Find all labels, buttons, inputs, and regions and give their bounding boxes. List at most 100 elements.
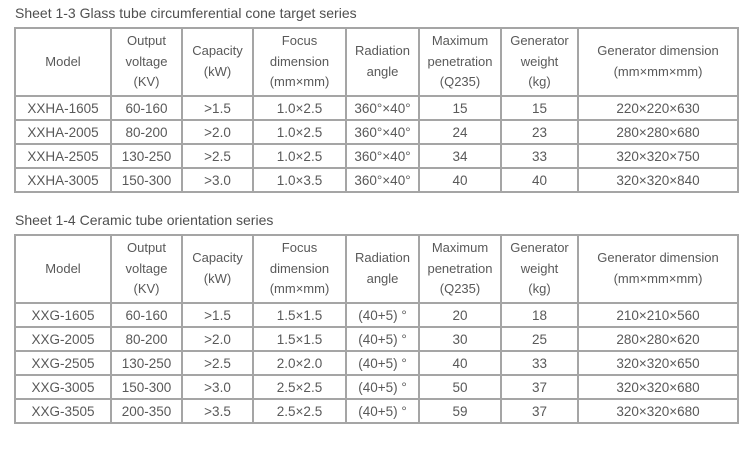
- cell-model: XXHA-2005: [14, 119, 112, 145]
- cell-capacity: >3.5: [181, 398, 254, 424]
- cell-focus-dimension: 2.5×2.5: [252, 374, 347, 400]
- cell-focus-dimension: 1.0×2.5: [252, 119, 347, 145]
- col-header-maximum-penetration: Maximum penetration (Q235): [418, 27, 502, 97]
- cell-output-voltage: 130-250: [110, 143, 183, 169]
- cell-radiation-angle: 360°×40°: [345, 95, 420, 121]
- table-row: XXG-3005 150-300 >3.0 2.5×2.5 (40+5) ° 5…: [14, 374, 739, 400]
- cell-maximum-penetration: 20: [418, 302, 502, 328]
- cell-generator-weight: 33: [500, 350, 579, 376]
- cell-radiation-angle: (40+5) °: [345, 398, 420, 424]
- cell-output-voltage: 200-350: [110, 398, 183, 424]
- cell-focus-dimension: 1.0×2.5: [252, 143, 347, 169]
- cell-maximum-penetration: 24: [418, 119, 502, 145]
- cell-generator-dimension: 280×280×680: [577, 119, 739, 145]
- table-row: XXG-1605 60-160 >1.5 1.5×1.5 (40+5) ° 20…: [14, 302, 739, 328]
- col-header-output-voltage: Output voltage (KV): [110, 234, 183, 304]
- cell-generator-weight: 15: [500, 95, 579, 121]
- cell-maximum-penetration: 40: [418, 350, 502, 376]
- sheet-1-3-table: Model Output voltage (KV) Capacity (kW) …: [14, 27, 739, 193]
- table-row: XXHA-1605 60-160 >1.5 1.0×2.5 360°×40° 1…: [14, 95, 739, 121]
- sheet-1-4-title: Sheet 1-4 Ceramic tube orientation serie…: [15, 212, 274, 228]
- cell-capacity: >3.0: [181, 167, 254, 193]
- cell-maximum-penetration: 50: [418, 374, 502, 400]
- cell-generator-dimension: 320×320×680: [577, 374, 739, 400]
- cell-generator-weight: 23: [500, 119, 579, 145]
- sheet-1-4-table: Model Output voltage (KV) Capacity (kW) …: [14, 234, 739, 424]
- col-header-focus-dimension: Focus dimension (mm×mm): [252, 27, 347, 97]
- col-header-radiation-angle: Radiation angle: [345, 27, 420, 97]
- cell-model: XXG-2005: [14, 326, 112, 352]
- col-header-model: Model: [14, 234, 112, 304]
- cell-maximum-penetration: 59: [418, 398, 502, 424]
- cell-radiation-angle: (40+5) °: [345, 374, 420, 400]
- table-row: XXHA-2005 80-200 >2.0 1.0×2.5 360°×40° 2…: [14, 119, 739, 145]
- cell-model: XXG-3505: [14, 398, 112, 424]
- col-header-model: Model: [14, 27, 112, 97]
- cell-capacity: >1.5: [181, 95, 254, 121]
- cell-focus-dimension: 2.0×2.0: [252, 350, 347, 376]
- cell-output-voltage: 60-160: [110, 302, 183, 328]
- cell-capacity: >2.5: [181, 350, 254, 376]
- cell-generator-dimension: 320×320×680: [577, 398, 739, 424]
- sheet-1-3-title: Sheet 1-3 Glass tube circumferential con…: [15, 5, 357, 21]
- table-row: XXG-2005 80-200 >2.0 1.5×1.5 (40+5) ° 30…: [14, 326, 739, 352]
- col-header-maximum-penetration: Maximum penetration (Q235): [418, 234, 502, 304]
- cell-radiation-angle: 360°×40°: [345, 119, 420, 145]
- cell-model: XXHA-2505: [14, 143, 112, 169]
- cell-generator-dimension: 320×320×840: [577, 167, 739, 193]
- cell-generator-weight: 25: [500, 326, 579, 352]
- cell-model: XXG-1605: [14, 302, 112, 328]
- cell-maximum-penetration: 15: [418, 95, 502, 121]
- cell-radiation-angle: 360°×40°: [345, 167, 420, 193]
- cell-maximum-penetration: 34: [418, 143, 502, 169]
- col-header-generator-weight: Generator weight (kg): [500, 27, 579, 97]
- cell-output-voltage: 150-300: [110, 167, 183, 193]
- cell-capacity: >1.5: [181, 302, 254, 328]
- cell-model: XXHA-3005: [14, 167, 112, 193]
- cell-focus-dimension: 2.5×2.5: [252, 398, 347, 424]
- cell-model: XXG-2505: [14, 350, 112, 376]
- cell-generator-dimension: 320×320×750: [577, 143, 739, 169]
- cell-generator-weight: 37: [500, 374, 579, 400]
- cell-radiation-angle: (40+5) °: [345, 302, 420, 328]
- cell-capacity: >2.0: [181, 119, 254, 145]
- spec-sheet-page: Sheet 1-3 Glass tube circumferential con…: [14, 5, 739, 424]
- cell-generator-weight: 37: [500, 398, 579, 424]
- col-header-focus-dimension: Focus dimension (mm×mm): [252, 234, 347, 304]
- cell-generator-dimension: 220×220×630: [577, 95, 739, 121]
- cell-model: XXG-3005: [14, 374, 112, 400]
- cell-focus-dimension: 1.0×2.5: [252, 95, 347, 121]
- col-header-radiation-angle: Radiation angle: [345, 234, 420, 304]
- table-row: XXG-2505 130-250 >2.5 2.0×2.0 (40+5) ° 4…: [14, 350, 739, 376]
- cell-maximum-penetration: 30: [418, 326, 502, 352]
- col-header-generator-weight: Generator weight (kg): [500, 234, 579, 304]
- header-row: Model Output voltage (KV) Capacity (kW) …: [14, 234, 739, 304]
- cell-output-voltage: 150-300: [110, 374, 183, 400]
- table-row: XXHA-2505 130-250 >2.5 1.0×2.5 360°×40° …: [14, 143, 739, 169]
- cell-output-voltage: 80-200: [110, 326, 183, 352]
- cell-generator-weight: 33: [500, 143, 579, 169]
- cell-focus-dimension: 1.0×3.5: [252, 167, 347, 193]
- cell-focus-dimension: 1.5×1.5: [252, 302, 347, 328]
- col-header-generator-dimension: Generator dimension (mm×mm×mm): [577, 27, 739, 97]
- cell-radiation-angle: (40+5) °: [345, 326, 420, 352]
- col-header-generator-dimension: Generator dimension (mm×mm×mm): [577, 234, 739, 304]
- cell-generator-dimension: 280×280×620: [577, 326, 739, 352]
- table-row: XXHA-3005 150-300 >3.0 1.0×3.5 360°×40° …: [14, 167, 739, 193]
- cell-output-voltage: 60-160: [110, 95, 183, 121]
- cell-generator-dimension: 320×320×650: [577, 350, 739, 376]
- col-header-output-voltage: Output voltage (KV): [110, 27, 183, 97]
- cell-generator-weight: 40: [500, 167, 579, 193]
- col-header-capacity: Capacity (kW): [181, 27, 254, 97]
- cell-radiation-angle: 360°×40°: [345, 143, 420, 169]
- cell-model: XXHA-1605: [14, 95, 112, 121]
- cell-focus-dimension: 1.5×1.5: [252, 326, 347, 352]
- cell-capacity: >2.5: [181, 143, 254, 169]
- table-row: XXG-3505 200-350 >3.5 2.5×2.5 (40+5) ° 5…: [14, 398, 739, 424]
- cell-output-voltage: 130-250: [110, 350, 183, 376]
- cell-maximum-penetration: 40: [418, 167, 502, 193]
- cell-generator-weight: 18: [500, 302, 579, 328]
- cell-generator-dimension: 210×210×560: [577, 302, 739, 328]
- cell-radiation-angle: (40+5) °: [345, 350, 420, 376]
- cell-output-voltage: 80-200: [110, 119, 183, 145]
